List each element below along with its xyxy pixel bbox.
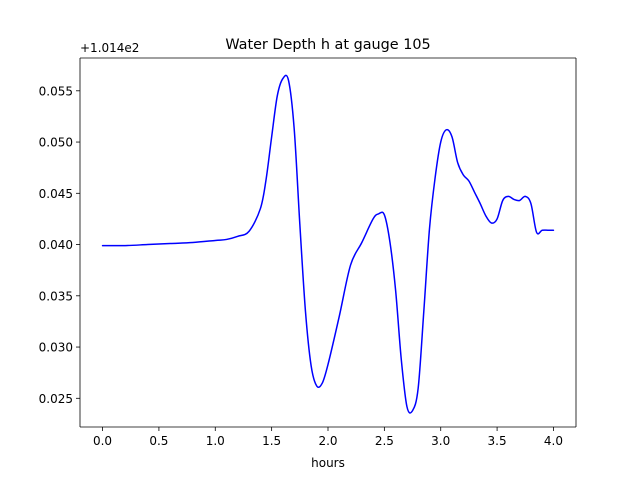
- x-axis-ticks: 0.0 0.5 1.0 1.5 2.0 2.5 3.0 3.5 4.0: [93, 427, 563, 448]
- y-tick-label: 0.045: [39, 187, 73, 201]
- x-tick-label: 0.5: [149, 434, 168, 448]
- series-layer: [101, 74, 555, 414]
- y-tick-label: 0.050: [39, 136, 73, 150]
- y-axis-ticks: 0.025 0.030 0.035 0.040 0.045 0.050 0.055: [39, 84, 80, 406]
- y-tick-label: 0.025: [39, 392, 73, 406]
- plot-background: [80, 58, 576, 427]
- x-tick-label: 2.5: [375, 434, 394, 448]
- x-tick-label: 0.0: [93, 434, 112, 448]
- y-tick-label: 0.040: [39, 238, 73, 252]
- y-tick-label: 0.030: [39, 341, 73, 355]
- x-tick-label: 3.0: [431, 434, 450, 448]
- chart-title: Water Depth h at gauge 105: [225, 37, 430, 53]
- y-axis-offset-label: +1.014e2: [80, 41, 139, 55]
- plot-area: [80, 58, 576, 427]
- y-tick-label: 0.055: [39, 84, 73, 98]
- series-line-1: [101, 74, 555, 414]
- x-tick-label: 2.0: [318, 434, 337, 448]
- x-tick-label: 3.5: [488, 434, 507, 448]
- x-axis-label: hours: [311, 456, 345, 470]
- x-tick-label: 1.0: [206, 434, 225, 448]
- x-tick-label: 1.5: [262, 434, 281, 448]
- x-tick-label: 4.0: [544, 434, 563, 448]
- y-tick-label: 0.035: [39, 289, 73, 303]
